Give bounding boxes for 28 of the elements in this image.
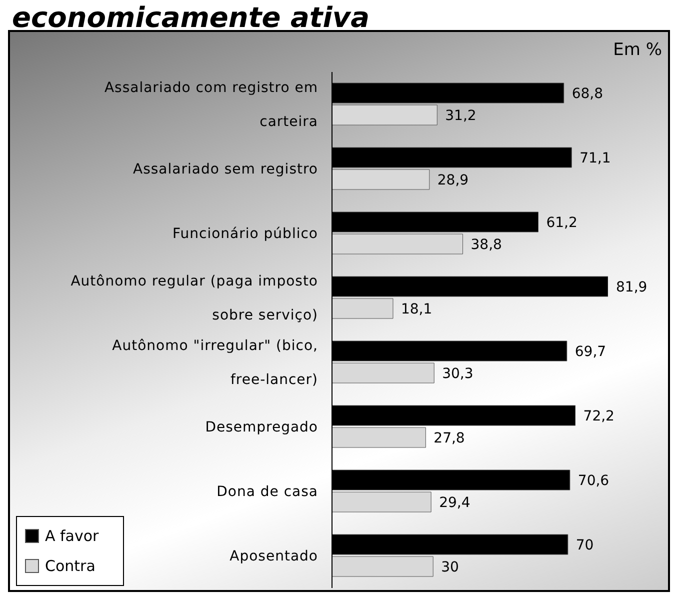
legend-label: Contra	[45, 556, 96, 577]
legend-label: A favor	[45, 526, 99, 547]
data-label: 70,6	[578, 472, 610, 489]
category-label: Assalariado com registro em carteira	[104, 80, 318, 130]
chart-title: economicamente ativa	[11, 1, 371, 34]
data-label: 81,9	[616, 279, 648, 296]
y-tick-label: Desempregado	[205, 420, 318, 436]
data-label: 71,1	[580, 150, 611, 166]
data-label: 70	[576, 537, 594, 554]
data-label: 68,8	[572, 86, 604, 102]
data-label: 30	[441, 559, 459, 576]
data-label: 18,1	[400, 301, 432, 318]
data-label: 29,4	[439, 494, 470, 511]
text: Em %	[613, 40, 662, 60]
data-label: 72,2	[583, 408, 614, 424]
category-label: Autônomo regular (paga imposto sobre serviço)	[70, 274, 318, 324]
y-tick-label: Funcionário público	[172, 226, 318, 242]
data-label: 31,2	[445, 108, 476, 124]
data-label: 28,9	[437, 172, 469, 188]
data-label: 61,2	[546, 214, 578, 231]
y-tick-label: Dona de casa	[216, 484, 318, 500]
category-label: Autônomo "irregular" (bico, free-lancer)	[112, 338, 318, 388]
y-tick-label: Assalariado sem registro	[133, 162, 318, 178]
data-label: 30,3	[442, 366, 474, 382]
data-label: 38,8	[470, 236, 502, 253]
data-label: 69,7	[574, 344, 606, 360]
y-tick-label: Aposentado	[230, 548, 318, 565]
data-label: 27,8	[434, 430, 465, 446]
